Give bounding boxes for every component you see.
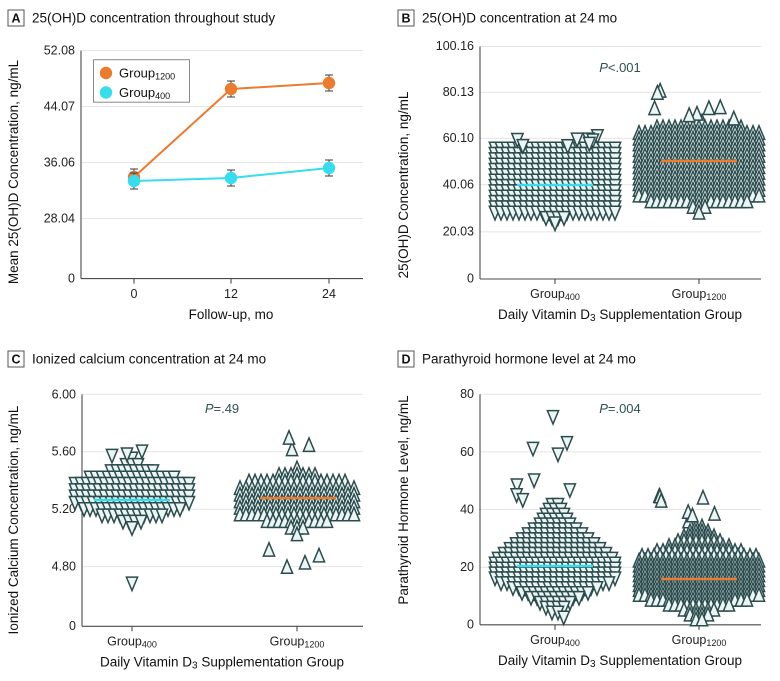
svg-text:5.60: 5.60 (52, 445, 76, 459)
svg-text:28.04: 28.04 (44, 212, 75, 226)
svg-text:0: 0 (68, 272, 75, 286)
svg-text:P=.004: P=.004 (599, 401, 641, 416)
svg-text:44.07: 44.07 (44, 100, 75, 114)
svg-text:C: C (11, 353, 20, 367)
svg-text:D: D (401, 353, 410, 367)
svg-text:25(OH)D concentration at 24 mo: 25(OH)D concentration at 24 mo (422, 11, 617, 26)
svg-text:Ionized Calcium Concentration,: Ionized Calcium Concentration, ng/mL (6, 405, 21, 634)
svg-text:25(OH)D Concentration, ng/mL: 25(OH)D Concentration, ng/mL (396, 91, 411, 278)
svg-text:60: 60 (460, 445, 474, 459)
svg-text:60.10: 60.10 (443, 131, 474, 145)
svg-text:Daily Vitamin D3 Supplementati: Daily Vitamin D3 Supplementation Group (100, 654, 344, 671)
svg-text:Parathyroid hormone level at 2: Parathyroid hormone level at 24 mo (422, 352, 636, 367)
svg-text:4.80: 4.80 (52, 560, 76, 574)
svg-text:80.13: 80.13 (443, 85, 474, 99)
svg-text:0: 0 (467, 272, 474, 286)
svg-text:0: 0 (467, 618, 474, 632)
svg-text:Daily Vitamin D3 Supplementati: Daily Vitamin D3 Supplementation Group (498, 307, 742, 324)
svg-text:Ionized calcium concentration: Ionized calcium concentration at 24 mo (32, 352, 266, 367)
svg-text:25(OH)D concentration througho: 25(OH)D concentration throughout study (32, 11, 275, 26)
svg-text:Follow-up, mo: Follow-up, mo (189, 307, 274, 322)
svg-text:24: 24 (322, 287, 336, 301)
svg-text:Daily Vitamin D3 Supplementati: Daily Vitamin D3 Supplementation Group (498, 653, 742, 670)
svg-text:36.06: 36.06 (44, 156, 75, 170)
svg-text:6.00: 6.00 (52, 387, 76, 401)
svg-text:40: 40 (460, 502, 474, 516)
svg-text:40.06: 40.06 (443, 178, 474, 192)
svg-text:20: 20 (460, 560, 474, 574)
svg-text:P=.49: P=.49 (205, 401, 239, 416)
svg-text:80: 80 (460, 387, 474, 401)
svg-text:Parathyroid Hormone Level, ng/: Parathyroid Hormone Level, ng/mL (396, 395, 411, 605)
svg-text:P<.001: P<.001 (599, 60, 641, 75)
svg-text:52.08: 52.08 (44, 44, 75, 58)
svg-text:100.16: 100.16 (436, 39, 474, 53)
svg-text:Mean 25(OH)D Concentration, ng: Mean 25(OH)D Concentration, ng/mL (6, 59, 21, 284)
svg-text:A: A (11, 12, 20, 26)
svg-text:0: 0 (69, 619, 76, 633)
svg-text:12: 12 (224, 287, 238, 301)
svg-text:0: 0 (131, 287, 138, 301)
svg-text:B: B (401, 12, 410, 26)
svg-text:20.03: 20.03 (443, 225, 474, 239)
